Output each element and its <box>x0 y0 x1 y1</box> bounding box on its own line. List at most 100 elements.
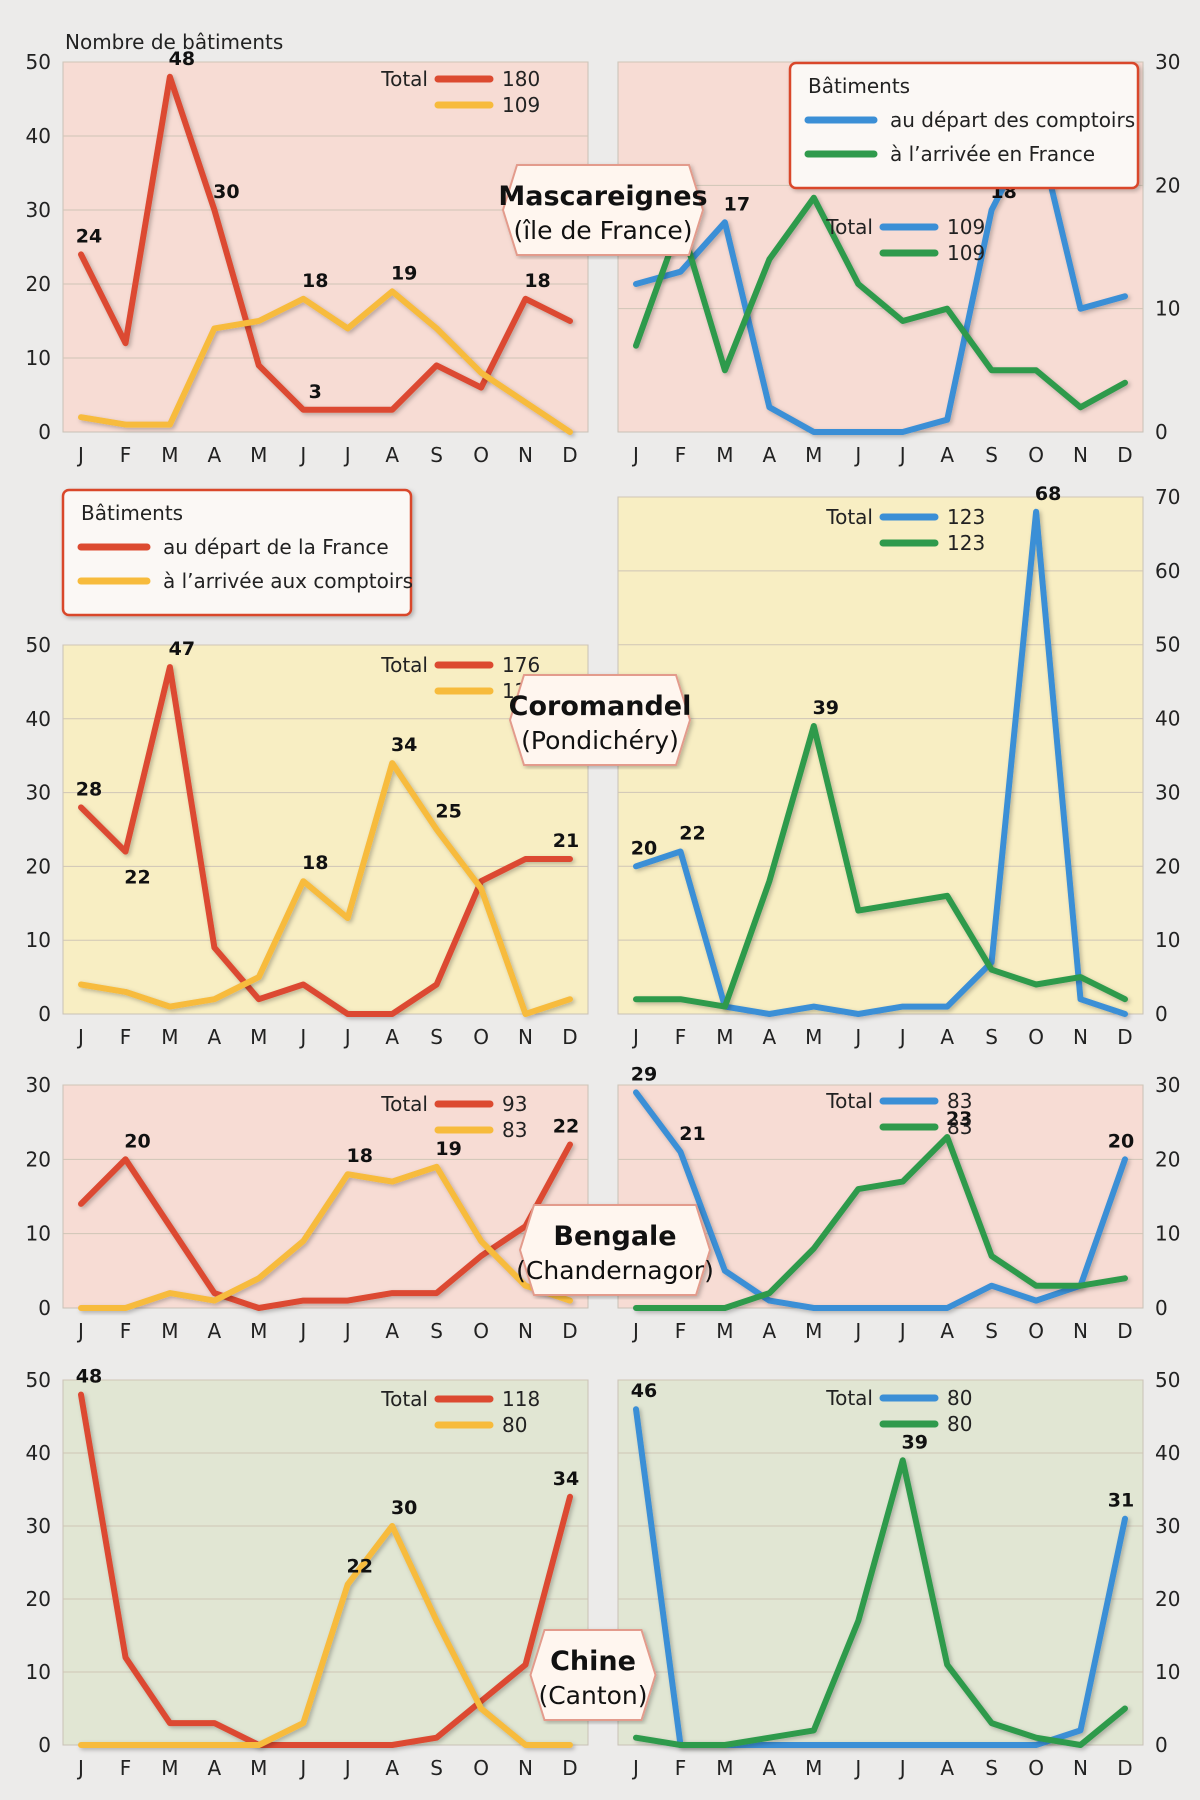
x-tick-label: A <box>208 1756 222 1780</box>
data-label: 31 <box>1108 1490 1134 1512</box>
region-port: (île de France) <box>513 216 692 245</box>
series-line-red <box>78 664 573 1017</box>
chart-panel-coromandel-right: 0 10 20 30 40 50 60 70 J F M A M J J A S O N D 20 22 68 39 Total… <box>617 483 1180 1049</box>
x-tick-label: M <box>161 443 178 467</box>
total-label: Total <box>380 1387 428 1411</box>
total-label: Total <box>380 653 428 677</box>
x-tick-label: M <box>250 1756 267 1780</box>
x-tick-label: J <box>853 443 861 467</box>
total-value: 109 <box>947 241 985 265</box>
y-tick-label: 10 <box>26 928 51 952</box>
total-value: 123 <box>947 531 985 555</box>
x-tick-label: S <box>430 1025 443 1049</box>
data-label: 30 <box>391 1497 417 1519</box>
x-tick-label: M <box>805 1756 822 1780</box>
plot-area <box>617 496 1144 1015</box>
data-label: 19 <box>435 1138 461 1160</box>
legend-comptoirs: Bâtiments au départ des comptoirs à l’arri… <box>788 61 1140 190</box>
total-label: Total <box>825 505 873 529</box>
x-tick-label: A <box>208 443 222 467</box>
x-tick-label: A <box>208 1025 222 1049</box>
x-tick-label: A <box>763 1756 777 1780</box>
legend-title: Bâtiments <box>81 501 183 525</box>
y-tick-label: 20 <box>26 1587 51 1611</box>
y-tick-label: 60 <box>1155 559 1180 583</box>
region-name: Bengale <box>553 1221 676 1252</box>
x-tick-label: F <box>675 1756 687 1780</box>
total-value: 83 <box>502 1118 527 1142</box>
data-label: 22 <box>347 1555 373 1577</box>
x-tick-label: N <box>518 443 533 467</box>
legend-item-label: au départ des comptoirs <box>890 108 1135 132</box>
x-tick-label: M <box>250 443 267 467</box>
y-tick-label: 50 <box>26 1368 51 1392</box>
x-tick-label: D <box>562 1319 577 1343</box>
x-tick-label: O <box>1028 443 1044 467</box>
y-tick-label: 20 <box>26 272 51 296</box>
region-labels-layer: Mascareignes (île de France) Coromandel (Po… <box>498 164 714 1721</box>
x-tick-label: D <box>562 1756 577 1780</box>
y-tick-label: 40 <box>26 1441 51 1465</box>
y-tick-label: 0 <box>38 1296 51 1320</box>
x-tick-label: J <box>298 1756 306 1780</box>
x-tick-label: M <box>161 1025 178 1049</box>
total-value: 118 <box>502 1387 540 1411</box>
legend-box <box>788 61 1140 190</box>
region-badge <box>529 1629 657 1721</box>
x-tick-label: O <box>473 1319 489 1343</box>
x-tick-label: M <box>250 1319 267 1343</box>
x-tick-label: J <box>76 1025 84 1049</box>
data-label: 18 <box>302 852 328 874</box>
data-label: 22 <box>553 1115 579 1137</box>
data-label: 28 <box>76 778 102 800</box>
x-tick-label: A <box>940 443 954 467</box>
data-label: 47 <box>169 638 195 660</box>
region-label-mascareignes: Mascareignes (île de France) <box>498 164 708 256</box>
data-label: 19 <box>391 262 417 284</box>
x-tick-label: O <box>1028 1319 1044 1343</box>
y-tick-label: 10 <box>1155 928 1180 952</box>
series-line-orange <box>78 1523 573 1748</box>
x-tick-label: S <box>430 1319 443 1343</box>
plot-area <box>617 1084 1144 1309</box>
x-tick-label: S <box>985 443 998 467</box>
y-tick-label: 10 <box>26 346 51 370</box>
x-tick-label: J <box>853 1025 861 1049</box>
y-tick-label: 30 <box>1155 1073 1180 1097</box>
x-tick-label: N <box>1073 1756 1088 1780</box>
data-label: 68 <box>1035 483 1061 505</box>
x-tick-label: A <box>763 1025 777 1049</box>
series-line-green <box>633 723 1128 1010</box>
x-tick-label: D <box>562 443 577 467</box>
data-label: 3 <box>309 381 322 403</box>
y-tick-label: 0 <box>1155 420 1168 444</box>
x-tick-label: J <box>76 1756 84 1780</box>
region-port: (Pondichéry) <box>521 726 679 755</box>
y-tick-label: 70 <box>1155 485 1180 509</box>
x-tick-label: N <box>518 1756 533 1780</box>
x-tick-label: J <box>631 1319 639 1343</box>
x-tick-label: A <box>763 443 777 467</box>
y-tick-label: 30 <box>1155 780 1180 804</box>
y-tick-label: 20 <box>1155 1587 1180 1611</box>
series-line-orange <box>78 1163 573 1311</box>
x-tick-label: M <box>716 1025 733 1049</box>
y-tick-label: 20 <box>26 854 51 878</box>
x-tick-label: N <box>1073 1025 1088 1049</box>
y-tick-label: 10 <box>1155 297 1180 321</box>
y-tick-label: 20 <box>26 1147 51 1171</box>
x-tick-label: S <box>985 1025 998 1049</box>
region-name: Chine <box>550 1646 636 1677</box>
total-value: 93 <box>502 1092 527 1116</box>
x-tick-label: O <box>473 1756 489 1780</box>
region-name: Coromandel <box>509 691 692 722</box>
total-value: 180 <box>502 67 540 91</box>
x-tick-label: A <box>940 1025 954 1049</box>
y-tick-label: 0 <box>38 1733 51 1757</box>
data-label: 17 <box>724 193 750 215</box>
data-label: 24 <box>76 225 102 247</box>
data-label: 22 <box>679 823 705 845</box>
